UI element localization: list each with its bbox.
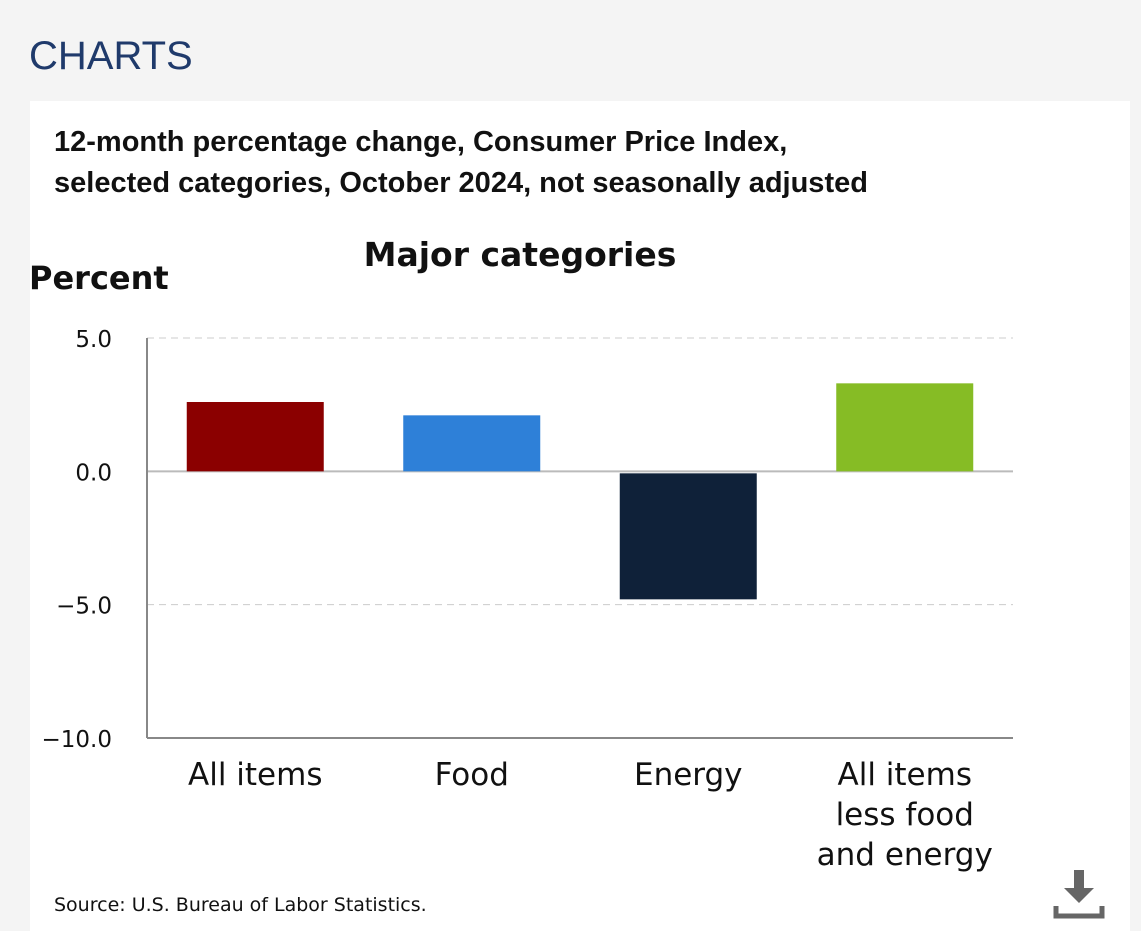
y-tick-label: 0.0 <box>75 460 112 486</box>
y-tick-label: −10.0 <box>42 727 112 753</box>
bar <box>836 383 974 472</box>
x-tick-label: All items <box>838 757 972 793</box>
x-tick-label: All items <box>188 757 322 793</box>
bar <box>619 473 757 600</box>
bar <box>186 402 324 472</box>
chart-subtitle: Major categories <box>364 235 677 274</box>
x-tick-label: Energy <box>634 757 743 793</box>
chart-title-line-2: selected categories, October 2024, not s… <box>54 167 868 199</box>
y-tick-label: −5.0 <box>56 594 112 620</box>
download-icon <box>1053 870 1105 919</box>
y-tick-label: 5.0 <box>75 327 112 353</box>
section-title: CHARTS <box>29 34 193 78</box>
chart-title-line-1: 12-month percentage change, Consumer Pri… <box>54 126 788 158</box>
y-axis-label: Percent <box>29 259 169 297</box>
source-note: Source: U.S. Bureau of Labor Statistics. <box>54 894 427 916</box>
x-tick-label: Food <box>435 757 509 793</box>
x-tick-label: less food <box>836 797 974 833</box>
download-button[interactable] <box>1052 866 1106 920</box>
chart-title: 12-month percentage change, Consumer Pri… <box>54 122 1054 204</box>
chart-card <box>30 101 1130 931</box>
x-tick-label: and energy <box>817 837 993 873</box>
bar <box>403 415 541 472</box>
